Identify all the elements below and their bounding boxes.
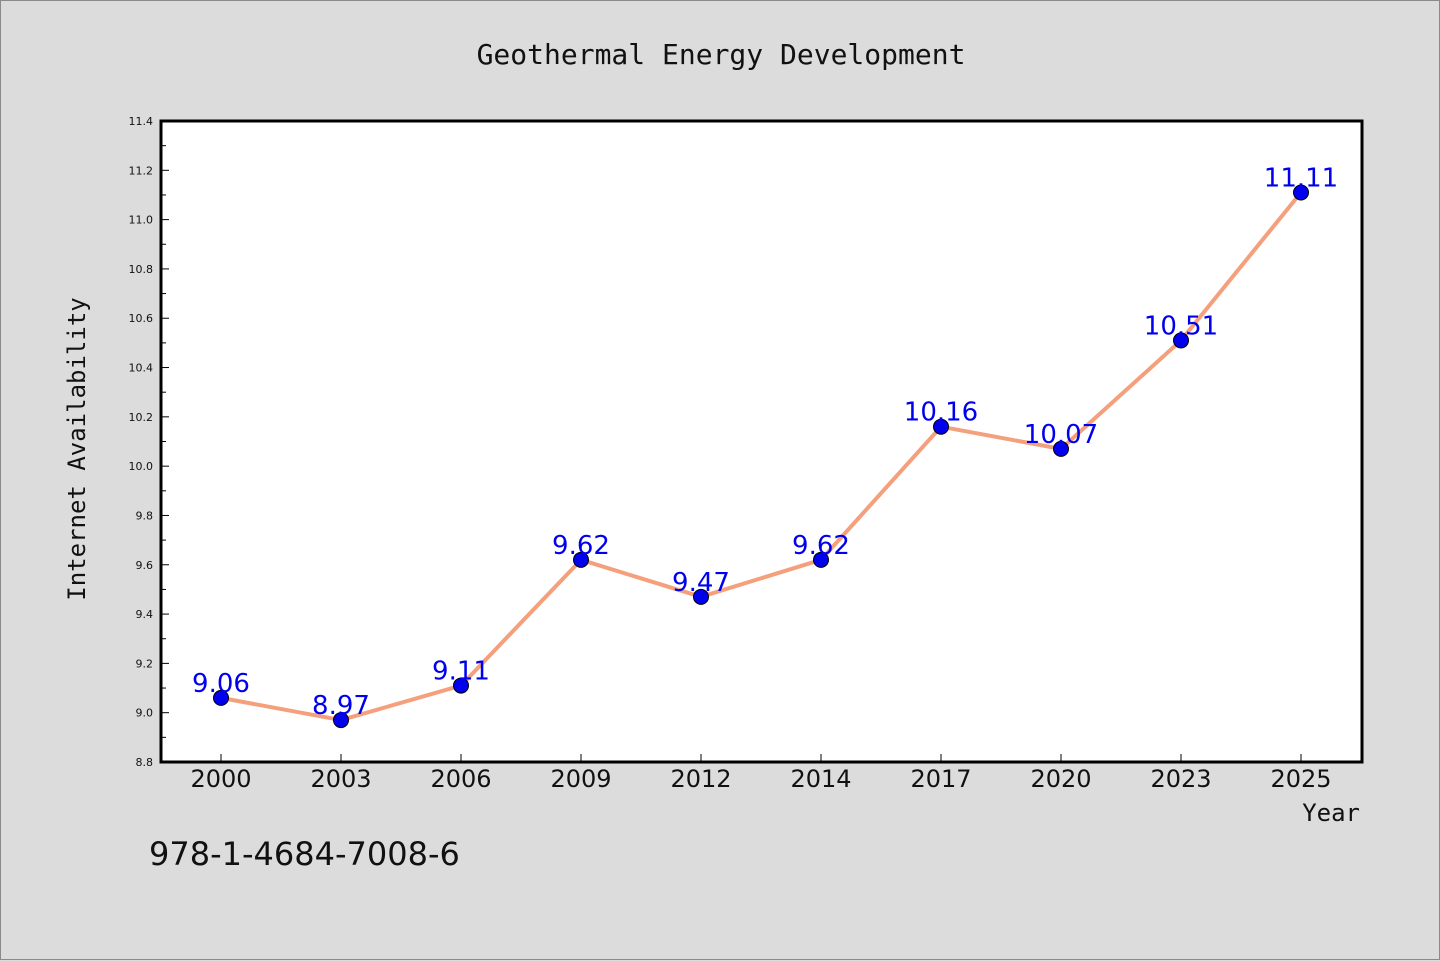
y-tick-label: 9.0: [136, 707, 154, 720]
data-label: 10.51: [1144, 311, 1218, 341]
data-point: [933, 418, 949, 435]
data-point: [693, 588, 709, 605]
x-tick-label: 2014: [790, 765, 851, 793]
x-tick-label: 2003: [310, 765, 371, 793]
data-point: [333, 712, 349, 729]
data-label: 9.11: [432, 657, 490, 687]
data-point: [453, 677, 469, 694]
y-axis-label: Internet Availability: [63, 297, 91, 600]
y-tick-label: 9.2: [136, 657, 154, 670]
x-axis-label: Year: [1302, 799, 1360, 827]
data-point: [1293, 184, 1309, 201]
y-tick-label: 8.8: [136, 756, 154, 769]
data-label: 9.06: [192, 669, 250, 699]
y-tick-label: 11.4: [129, 115, 154, 128]
isbn-footnote: 978-1-4684-7008-6: [149, 835, 460, 873]
chart-title: Geothermal Energy Development: [477, 38, 966, 71]
y-tick-label: 10.2: [129, 411, 154, 424]
data-point: [213, 689, 229, 706]
y-axis: 8.8 9.0 9.2 9.4 9.6 9.8 10.0 10.2 10.4 10.6 10.8 11…: [129, 115, 169, 769]
x-tick-label: 2006: [430, 765, 491, 793]
x-tick-label: 2025: [1270, 765, 1331, 793]
y-tick-label: 10.8: [129, 263, 154, 276]
data-label: 10.16: [904, 398, 978, 428]
data-point: [1053, 440, 1069, 457]
x-tick-label: 2000: [190, 765, 251, 793]
x-tick-label: 2009: [550, 765, 611, 793]
data-markers: [213, 184, 1309, 729]
x-axis: 2000 2003 2006 2009 2012 2014 2017 2020 2023 2025: [190, 754, 1332, 793]
y-tick-label: 9.8: [136, 509, 154, 522]
data-label: 11.11: [1264, 163, 1338, 193]
x-tick-label: 2023: [1150, 765, 1211, 793]
data-labels: 9.06 8.97 9.11 9.62 9.47 9.62 10.16 10.07 10.51 1…: [192, 163, 1338, 721]
data-label: 9.62: [552, 531, 610, 561]
data-label: 8.97: [312, 691, 370, 721]
plot-border: [159, 119, 1364, 764]
data-point: [1173, 332, 1189, 349]
plot-area: [161, 121, 1362, 762]
data-label: 10.07: [1024, 420, 1098, 450]
x-tick-label: 2020: [1030, 765, 1091, 793]
y-tick-label: 10.6: [129, 312, 154, 325]
y-tick-label: 11.0: [129, 214, 154, 227]
x-tick-label: 2012: [670, 765, 731, 793]
y-tick-label: 9.4: [136, 608, 154, 621]
data-point: [573, 551, 589, 568]
series-line: [220, 191, 1303, 723]
y-tick-label: 10.0: [129, 460, 154, 473]
data-point: [813, 551, 829, 568]
data-label: 9.62: [792, 531, 850, 561]
data-label: 9.47: [672, 568, 730, 598]
y-tick-label: 11.2: [129, 164, 154, 177]
x-tick-label: 2017: [910, 765, 971, 793]
y-tick-label: 10.4: [129, 362, 154, 375]
y-tick-label: 9.6: [136, 559, 154, 572]
